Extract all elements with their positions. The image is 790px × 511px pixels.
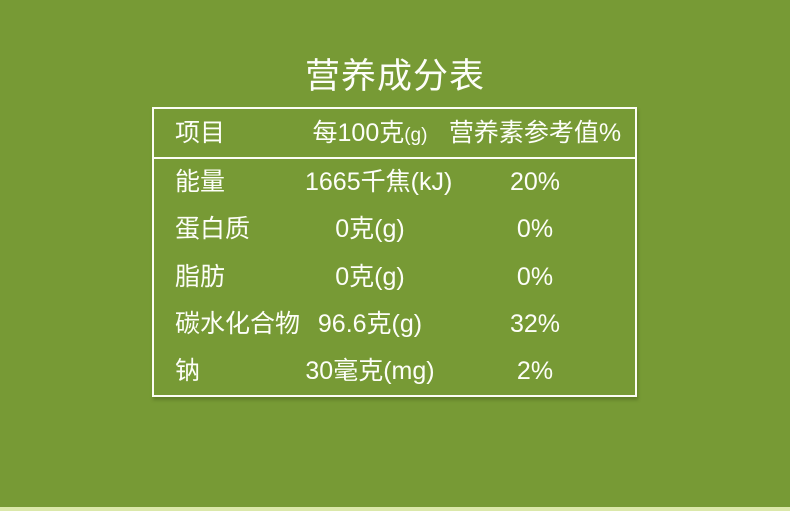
table-row-carbohydrate: 碳水化合物 96.6克(g) 32%	[154, 301, 635, 348]
table-body: 能量 1665千焦(kJ) 20% 蛋白质 0克(g) 0% 脂肪 0克(g) …	[154, 159, 635, 395]
header-per-100g-unit: (g)	[404, 124, 428, 146]
header-per-100g: 每100克(g)	[305, 118, 435, 147]
header-per-100g-label: 每100克	[312, 118, 405, 147]
row-amount: 1665千焦(kJ)	[305, 168, 453, 197]
table-header-row: 项目 每100克(g) 营养素参考值%	[154, 109, 635, 159]
row-nrv: 2%	[516, 356, 554, 385]
row-name: 脂肪	[175, 262, 226, 291]
row-name: 能量	[175, 168, 226, 197]
row-name: 钠	[175, 356, 201, 385]
row-amount: 0克(g)	[335, 215, 405, 244]
row-amount: 0克(g)	[335, 262, 405, 291]
table-row-sodium: 钠 30毫克(mg) 2%	[154, 348, 635, 395]
row-amount: 96.6克(g)	[317, 309, 423, 338]
page-title: 营养成分表	[304, 57, 485, 96]
row-nrv: 32%	[509, 309, 561, 338]
nutrition-table: 项目 每100克(g) 营养素参考值% 能量 1665千焦(kJ) 20% 蛋白…	[152, 107, 637, 397]
table-row-energy: 能量 1665千焦(kJ) 20%	[154, 159, 635, 206]
row-nrv: 0%	[516, 262, 554, 291]
header-item: 项目	[175, 118, 226, 147]
row-name: 碳水化合物	[175, 309, 301, 338]
header-nrv: 营养素参考值%	[448, 118, 622, 147]
bottom-accent-strip	[0, 507, 790, 511]
row-name: 蛋白质	[175, 215, 251, 244]
table-row-fat: 脂肪 0克(g) 0%	[154, 253, 635, 300]
row-nrv: 0%	[516, 215, 554, 244]
table-row-protein: 蛋白质 0克(g) 0%	[154, 206, 635, 253]
row-amount: 30毫克(mg)	[305, 356, 435, 385]
row-nrv: 20%	[509, 168, 561, 197]
